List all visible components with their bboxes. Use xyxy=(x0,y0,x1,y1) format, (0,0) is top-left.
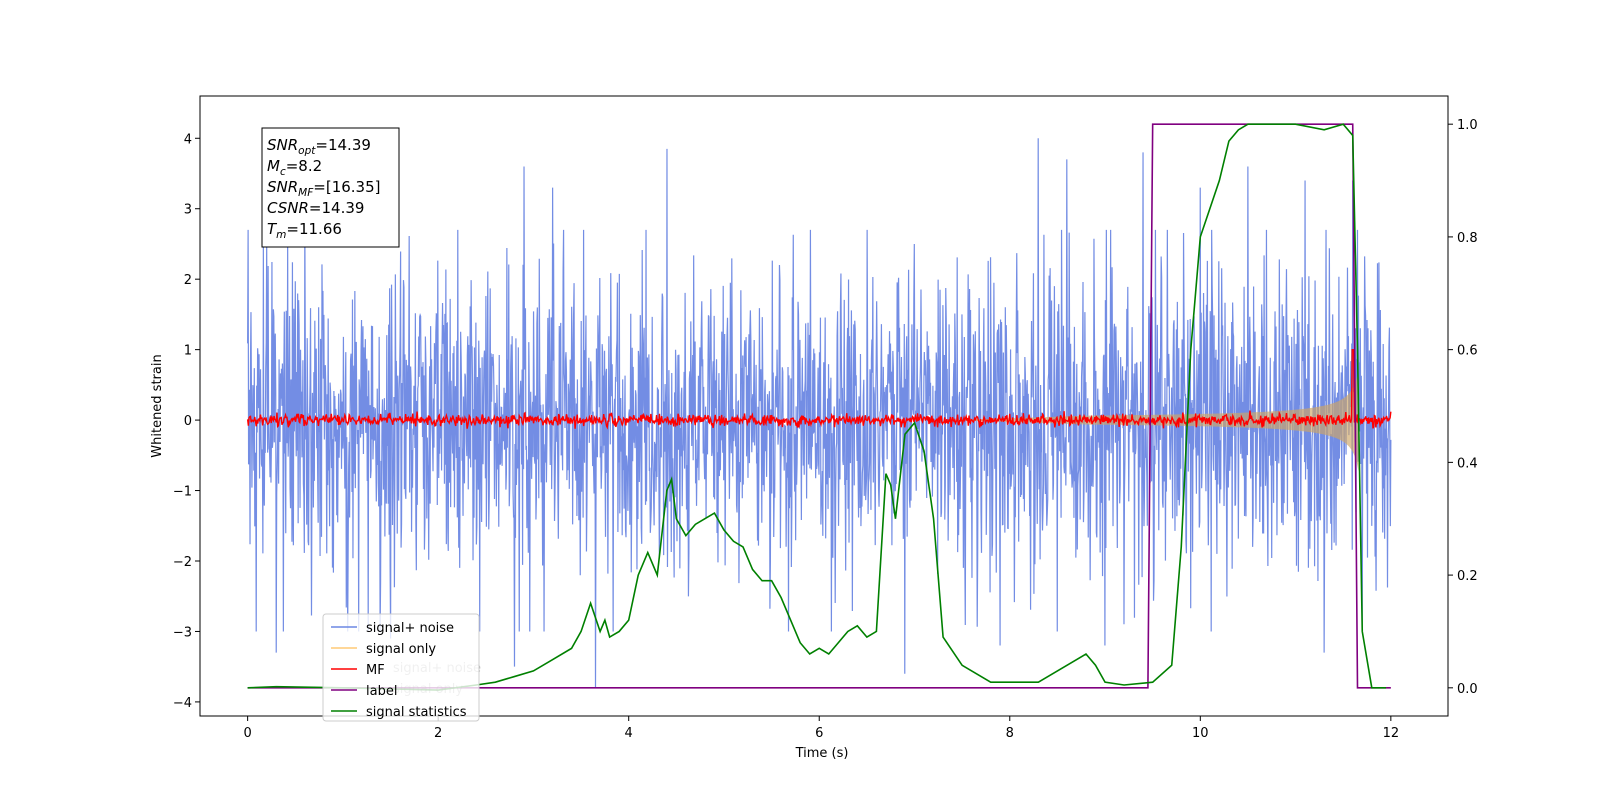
stats-annotation-box: SNRopt=14.39Mc=8.2SNRMF=[16.35]CSNR=14.3… xyxy=(261,127,400,248)
annotation-line: SNRMF=[16.35] xyxy=(267,178,381,199)
y2-tick-label: 0.4 xyxy=(1457,456,1478,471)
annotation-symbol: M xyxy=(267,157,280,175)
y2-tick-label: 0.8 xyxy=(1457,231,1478,246)
y-tick-label: 0 xyxy=(184,414,192,429)
y2-tick-label: 1.0 xyxy=(1457,118,1478,133)
x-tick-label: 4 xyxy=(625,726,633,741)
legend-label: label xyxy=(366,684,397,699)
x-tick-label: 12 xyxy=(1383,726,1400,741)
y2-tick-label: 0.6 xyxy=(1457,344,1478,359)
annotation-symbol: SNR xyxy=(267,178,298,196)
y-tick-label: −3 xyxy=(173,625,192,640)
plot-frame xyxy=(199,95,1449,717)
y-tick-label: −2 xyxy=(173,555,192,570)
annotation-subscript: opt xyxy=(298,145,316,157)
annotation-line: SNRopt=14.39 xyxy=(267,136,371,157)
annotation-value: =8.2 xyxy=(286,157,322,175)
x-tick-label: 0 xyxy=(243,726,251,741)
annotation-value: =[16.35] xyxy=(313,178,380,196)
annotation-value: =14.39 xyxy=(309,199,365,217)
annotation-frame xyxy=(261,127,400,248)
y-axis-right: 0.0 0.2 0.4 0.6 0.8 1.0 xyxy=(1448,118,1478,697)
annotation-line: Tm=11.66 xyxy=(267,220,342,241)
legend-label: signal statistics xyxy=(366,705,467,720)
legend-frame xyxy=(322,613,480,722)
x-tick-label: 2 xyxy=(434,726,442,741)
y2-tick-label: 0.2 xyxy=(1457,569,1478,584)
series-mf xyxy=(246,348,1392,430)
series-signal-statistics xyxy=(247,123,1387,691)
y-tick-label: −1 xyxy=(173,485,192,500)
annotation-subscript: MF xyxy=(298,187,314,199)
x-axis-label: Time (s) xyxy=(795,746,849,761)
annotation-subscript: m xyxy=(276,229,286,241)
data-layer xyxy=(246,123,1392,691)
legend-label: signal only xyxy=(366,642,436,657)
y-axis-left: −4 −3 −2 −1 0 1 2 3 4 xyxy=(173,132,200,711)
y-tick-label: −4 xyxy=(173,696,192,711)
y-tick-label: 3 xyxy=(184,203,192,218)
annotation-line: CSNR=14.39 xyxy=(267,199,364,217)
legend-label: MF xyxy=(366,663,385,678)
y-axis-label: Whitened strain xyxy=(150,354,165,457)
legend-label: signal+ noise xyxy=(366,621,454,636)
y-tick-label: 4 xyxy=(184,132,192,147)
annotation-symbol: T xyxy=(267,220,278,238)
annotation-symbol: SNR xyxy=(267,136,298,154)
x-tick-label: 10 xyxy=(1192,726,1209,741)
y2-tick-label: 0.0 xyxy=(1457,682,1478,697)
y-tick-label: 1 xyxy=(184,344,192,359)
annotation-value: =14.39 xyxy=(315,136,371,154)
annotation-line: Mc=8.2 xyxy=(267,157,322,178)
annotation-value: =11.66 xyxy=(286,220,342,238)
x-tick-label: 6 xyxy=(815,726,823,741)
annotation-subscript: c xyxy=(280,166,286,178)
x-tick-label: 8 xyxy=(1006,726,1014,741)
annotation-symbol: CSNR xyxy=(267,199,309,217)
series-signal-noise xyxy=(247,138,1392,688)
y-tick-label: 2 xyxy=(184,273,192,288)
